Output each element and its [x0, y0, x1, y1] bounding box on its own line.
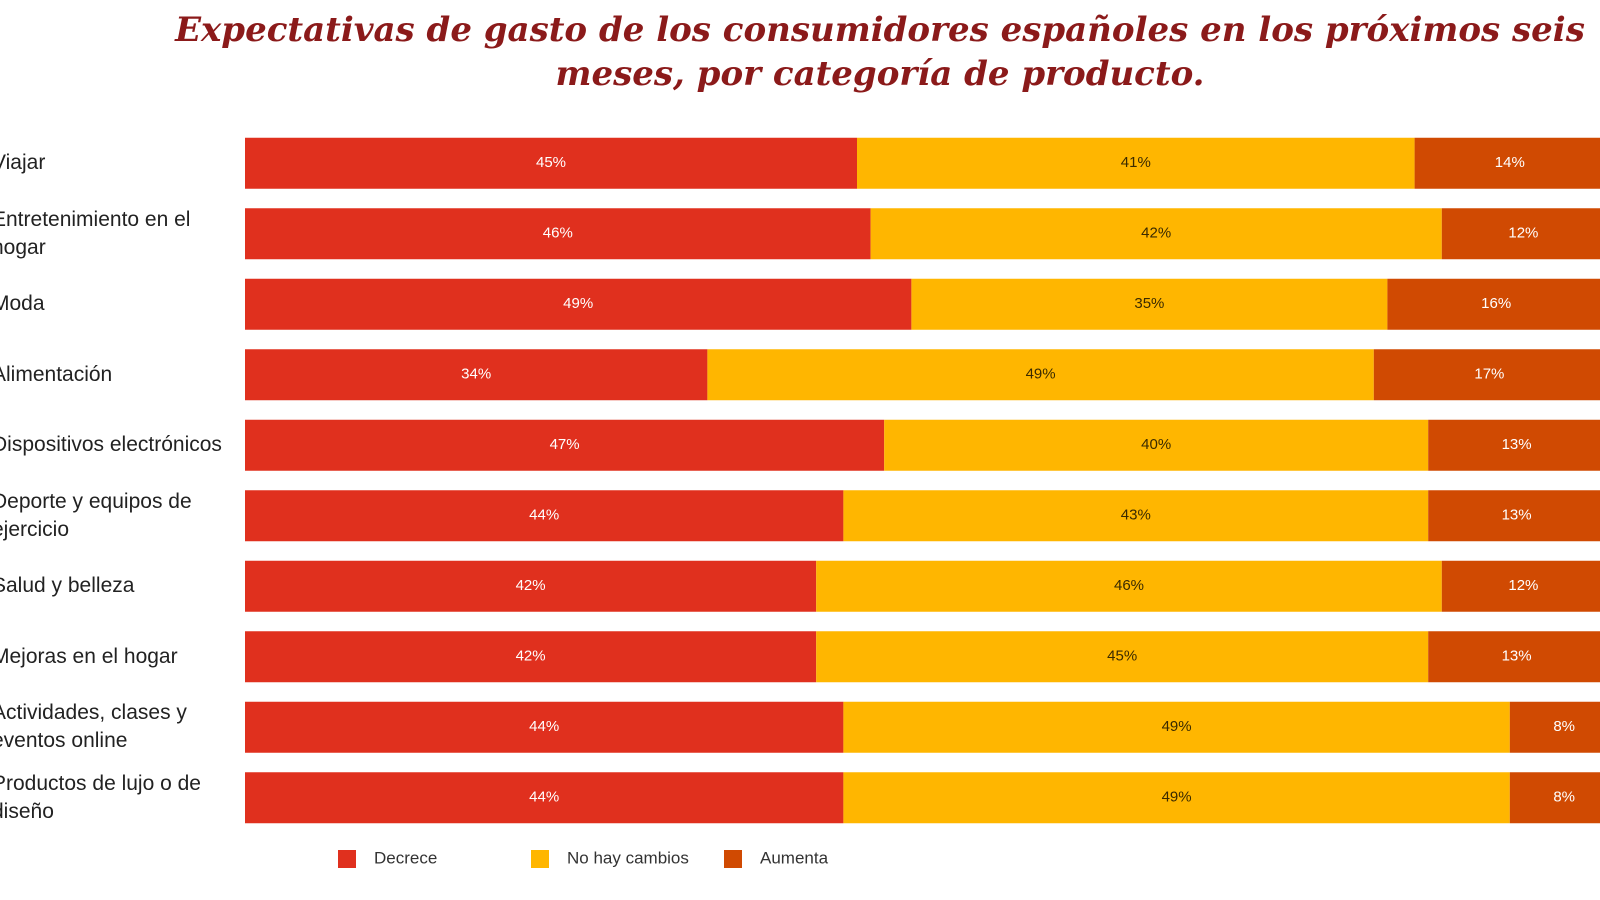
- y-tick-label: Actividades, clases y eventos online: [0, 701, 187, 753]
- value-label: 44%: [529, 789, 559, 806]
- value-label: 40%: [1141, 436, 1171, 453]
- value-label: 14%: [1495, 154, 1525, 171]
- bar-segment: [245, 137, 857, 189]
- chart-title: Expectativas de gasto de los consumidore…: [175, 10, 1585, 94]
- bar-segment: [870, 208, 1442, 260]
- bar-segment: [245, 278, 912, 330]
- bar-segment: [816, 560, 1442, 612]
- value-label: 45%: [1107, 648, 1137, 665]
- bar-segment: [843, 701, 1510, 753]
- bar-segment: [245, 349, 708, 401]
- bar-segment: [884, 419, 1429, 471]
- value-label: 13%: [1502, 507, 1532, 524]
- bar-segment: [1441, 208, 1600, 260]
- bar-segment: [1428, 490, 1600, 542]
- legend-label: Aumenta: [760, 848, 829, 867]
- value-label: 12%: [1508, 577, 1538, 594]
- legend-swatch: [531, 850, 549, 868]
- value-label: 13%: [1502, 648, 1532, 665]
- legend-label: No hay cambios: [567, 848, 689, 867]
- bar-segment: [843, 772, 1510, 824]
- value-label: 49%: [1026, 366, 1056, 383]
- y-tick-label: Alimentación: [0, 362, 113, 386]
- bar-segment: [1509, 772, 1600, 824]
- y-tick-label: Moda: [0, 292, 45, 316]
- value-label: 42%: [516, 577, 546, 594]
- value-label: 8%: [1553, 789, 1575, 806]
- bar-segment: [245, 208, 871, 260]
- bar-segment: [707, 349, 1374, 401]
- value-label: 8%: [1553, 718, 1575, 735]
- value-label: 45%: [536, 154, 566, 171]
- value-label: 41%: [1121, 154, 1151, 171]
- y-tick-label: Entretenimiento en el hogar: [0, 207, 191, 259]
- value-label: 44%: [529, 718, 559, 735]
- value-label: 47%: [550, 436, 580, 453]
- bar-segment: [245, 419, 885, 471]
- bar-segment: [245, 701, 844, 753]
- value-label: 44%: [529, 507, 559, 524]
- bar-segment: [1509, 701, 1600, 753]
- value-label: 43%: [1121, 507, 1151, 524]
- bar-segment: [245, 490, 844, 542]
- value-label: 46%: [543, 225, 573, 242]
- bar-segment: [857, 137, 1415, 189]
- y-tick-label: Salud y belleza: [0, 574, 135, 598]
- legend-label: Decrece: [374, 848, 437, 867]
- value-label: 46%: [1114, 577, 1144, 594]
- value-label: 42%: [516, 648, 546, 665]
- y-tick-label: Viajar: [0, 151, 46, 175]
- value-label: 35%: [1134, 295, 1164, 312]
- value-label: 17%: [1474, 366, 1504, 383]
- value-label: 42%: [1141, 225, 1171, 242]
- bar-segment: [245, 772, 844, 824]
- bar-segment: [1387, 278, 1600, 330]
- value-label: 16%: [1481, 295, 1511, 312]
- value-label: 49%: [1162, 789, 1192, 806]
- y-tick-label: Productos de lujo o de diseño: [0, 771, 201, 823]
- bar-segment: [816, 631, 1429, 683]
- bar-segment: [245, 631, 817, 683]
- bar-segment: [1441, 560, 1600, 612]
- y-tick-label: Dispositivos electrónicos: [0, 433, 222, 457]
- legend-swatch: [338, 850, 356, 868]
- y-tick-label: Mejoras en el hogar: [0, 644, 178, 668]
- value-label: 49%: [563, 295, 593, 312]
- bar-segment: [1428, 419, 1600, 471]
- bar-segment: [843, 490, 1429, 542]
- value-label: 13%: [1502, 436, 1532, 453]
- bar-segment: [245, 560, 817, 612]
- value-label: 12%: [1508, 225, 1538, 242]
- bar-segment: [1414, 137, 1600, 189]
- bar-segment: [1373, 349, 1600, 401]
- legend-swatch: [724, 850, 742, 868]
- bar-segment: [1428, 631, 1600, 683]
- value-label: 49%: [1162, 718, 1192, 735]
- bar-segment: [911, 278, 1388, 330]
- value-label: 34%: [461, 366, 491, 383]
